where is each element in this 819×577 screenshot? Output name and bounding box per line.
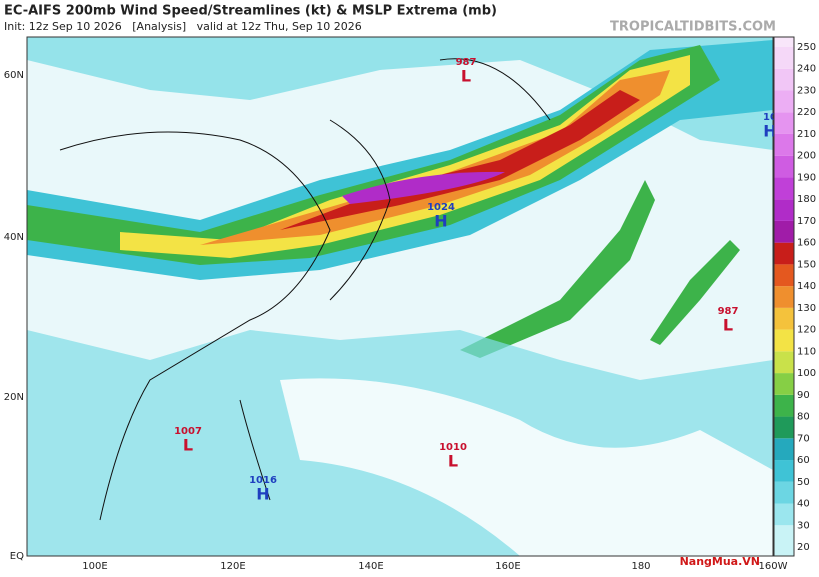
colorbar-swatch [774, 460, 794, 482]
colorbar-label: 200 [797, 151, 816, 162]
lon-label: 160E [495, 561, 520, 572]
colorbar-swatch [774, 416, 794, 439]
pressure-value: 10 [763, 112, 777, 123]
pressure-center: L [461, 67, 471, 86]
pressure-value: 1016 [249, 475, 277, 486]
pressure-value: 1024 [427, 202, 455, 213]
pressure-center: H [763, 122, 776, 141]
pressure-value: 1007 [174, 426, 202, 437]
subtitle: Init: 12z Sep 10 2026 [Analysis] valid a… [4, 20, 362, 33]
lat-label: 60N [4, 70, 24, 81]
colorbar-label: 160 [797, 238, 816, 249]
colorbar-label: 130 [797, 303, 816, 314]
lon-label: 180 [631, 561, 650, 572]
colorbar-swatch [774, 503, 794, 526]
lon-label: 100E [82, 561, 107, 572]
lon-label: 140E [358, 561, 383, 572]
colorbar-label: 110 [797, 346, 816, 357]
colorbar-swatch [774, 220, 794, 243]
colorbar-label: 210 [797, 129, 816, 140]
colorbar-label: 170 [797, 216, 816, 227]
colorbar-swatch [774, 438, 794, 461]
pressure-center: L [448, 452, 458, 471]
colorbar-swatch [774, 68, 794, 91]
colorbar-swatch [774, 286, 794, 308]
pressure-value: 987 [718, 306, 739, 317]
colorbar-frame [773, 36, 795, 557]
colorbar-label: 240 [797, 64, 816, 75]
colorbar-swatch [774, 264, 794, 287]
colorbar-swatch [774, 525, 794, 556]
colorbar-swatch [774, 242, 794, 265]
colorbar-label: 100 [797, 368, 816, 379]
colorbar-label: 220 [797, 107, 816, 118]
pressure-value: 1010 [439, 442, 467, 453]
pressure-center: L [723, 316, 733, 335]
colorbar-label: 60 [797, 455, 810, 466]
lon-label: 160W [759, 561, 788, 572]
colorbar-swatch [774, 155, 794, 178]
lon-label: 120E [220, 561, 245, 572]
colorbar-label: 120 [797, 325, 816, 336]
colorbar-label: 180 [797, 194, 816, 205]
colorbar-label: 20 [797, 542, 810, 553]
pressure-center: L [183, 436, 193, 455]
colorbar-label: 30 [797, 520, 810, 531]
lat-label: EQ [10, 551, 24, 562]
colorbar-label: 80 [797, 412, 810, 423]
colorbar-label: 90 [797, 390, 810, 401]
map-frame [26, 36, 774, 557]
colorbar-label: 140 [797, 281, 816, 292]
colorbar-swatch [774, 133, 794, 156]
lat-label: 20N [4, 392, 24, 403]
lat-label: 40N [4, 232, 24, 243]
colorbar-label: 150 [797, 259, 816, 270]
site-name: TROPICALTIDBITS.COM [610, 20, 776, 35]
colorbar-swatch [774, 199, 794, 221]
colorbar-swatch [774, 307, 794, 330]
colorbar-label: 190 [797, 172, 816, 183]
watermark: NangMua.VN [680, 555, 760, 568]
colorbar-swatch [774, 351, 794, 374]
colorbar-label: 50 [797, 477, 810, 488]
colorbar-label: 70 [797, 433, 810, 444]
title: EC-AIFS 200mb Wind Speed/Streamlines (kt… [4, 4, 497, 19]
colorbar-swatch [774, 112, 794, 134]
colorbar-swatch [774, 394, 794, 417]
colorbar-label: 250 [797, 42, 816, 53]
colorbar-swatch [774, 329, 794, 352]
colorbar-swatch [774, 481, 794, 504]
colorbar-swatch [774, 37, 794, 47]
pressure-center: H [256, 485, 269, 504]
colorbar-swatch [774, 47, 794, 69]
colorbar-label: 230 [797, 85, 816, 96]
map [26, 36, 774, 557]
colorbar-label: 40 [797, 499, 810, 510]
colorbar-swatch [774, 90, 794, 113]
colorbar-swatch [774, 177, 794, 200]
pressure-value: 987 [456, 57, 477, 68]
colorbar-swatch [774, 373, 794, 395]
pressure-center: H [434, 212, 447, 231]
